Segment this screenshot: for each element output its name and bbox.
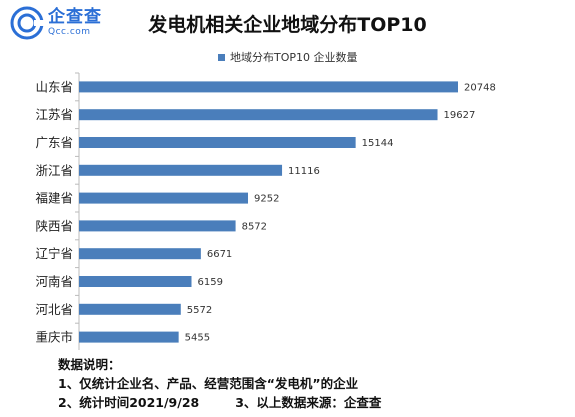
value-label: 15144 xyxy=(362,138,394,149)
qcc-logo: 企查查 Qcc.com xyxy=(10,6,102,40)
value-label: 11116 xyxy=(288,166,320,177)
category-label: 陕西省 xyxy=(35,218,73,233)
logo-domain: Qcc.com xyxy=(48,27,91,37)
chart-legend: 地域分布TOP10 企业数量 xyxy=(218,49,358,65)
category-label: 福建省 xyxy=(35,191,73,206)
value-label: 19627 xyxy=(444,110,476,121)
bar xyxy=(79,220,236,232)
bar xyxy=(79,137,356,148)
logo-name: 企查查 xyxy=(48,7,102,27)
category-label: 浙江省 xyxy=(35,163,73,178)
bar xyxy=(79,109,438,121)
notes-line-2a: 2、统计时间2021/9/28 xyxy=(58,395,200,410)
bar xyxy=(79,331,179,343)
bar xyxy=(79,303,181,315)
qcc-logo-icon xyxy=(10,6,44,40)
value-label: 8572 xyxy=(242,221,267,232)
bar xyxy=(79,276,192,287)
value-label: 6671 xyxy=(207,249,232,260)
value-label: 9252 xyxy=(254,194,279,205)
notes-line-1: 1、仅统计企业名、产品、经营范围含“发电机”的企业 xyxy=(58,376,359,391)
category-label: 河北省 xyxy=(35,302,73,317)
notes-heading: 数据说明： xyxy=(58,357,121,372)
category-label: 重庆市 xyxy=(35,330,73,345)
value-label: 6159 xyxy=(198,277,223,288)
notes-line-2b: 3、以上数据来源：企查查 xyxy=(235,395,382,410)
bar xyxy=(79,164,283,176)
category-label: 广东省 xyxy=(35,135,73,150)
notes-line-2: 2、统计时间2021/9/28 3、以上数据来源：企查查 xyxy=(58,393,381,412)
chart-title: 发电机相关企业地域分布TOP10 xyxy=(148,14,427,36)
legend-label: 地域分布TOP10 企业数量 xyxy=(230,51,358,64)
category-label: 江苏省 xyxy=(35,107,73,122)
value-label: 20748 xyxy=(464,82,496,93)
category-label: 辽宁省 xyxy=(35,246,73,261)
category-label: 河南省 xyxy=(35,274,73,289)
bar xyxy=(79,81,458,93)
bar xyxy=(79,248,201,260)
bar-chart: 山东省 20748 江苏省 19627 广东省 15144 浙江省 11116 福建省 9252 陕… xyxy=(35,72,496,350)
legend-swatch xyxy=(218,53,225,61)
bar xyxy=(79,192,249,204)
value-label: 5455 xyxy=(185,333,210,344)
value-label: 5572 xyxy=(187,305,212,316)
data-notes: 数据说明： 1、仅统计企业名、产品、经营范围含“发电机”的企业 2、统计时间20… xyxy=(58,355,381,412)
category-label: 山东省 xyxy=(35,79,73,94)
